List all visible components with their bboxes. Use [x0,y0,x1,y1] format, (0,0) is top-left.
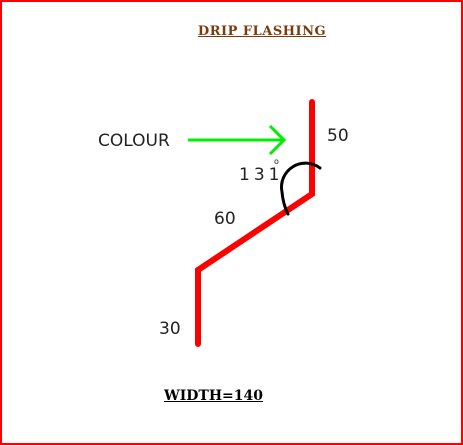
degree-symbol: o [274,157,279,166]
angle-label: 131 [239,165,283,185]
diagram-title: DRIP FLASHING [197,24,327,39]
flashing-profile [195,99,315,347]
colour-label: COLOUR [98,131,170,151]
segment-middle-label: 60 [214,209,236,229]
width-label: WIDTH=140 [164,388,264,404]
segment-top-label: 50 [327,126,349,146]
colour-arrow [188,124,287,156]
segment-bottom-label: 30 [159,319,181,339]
angle-arc [280,161,322,216]
